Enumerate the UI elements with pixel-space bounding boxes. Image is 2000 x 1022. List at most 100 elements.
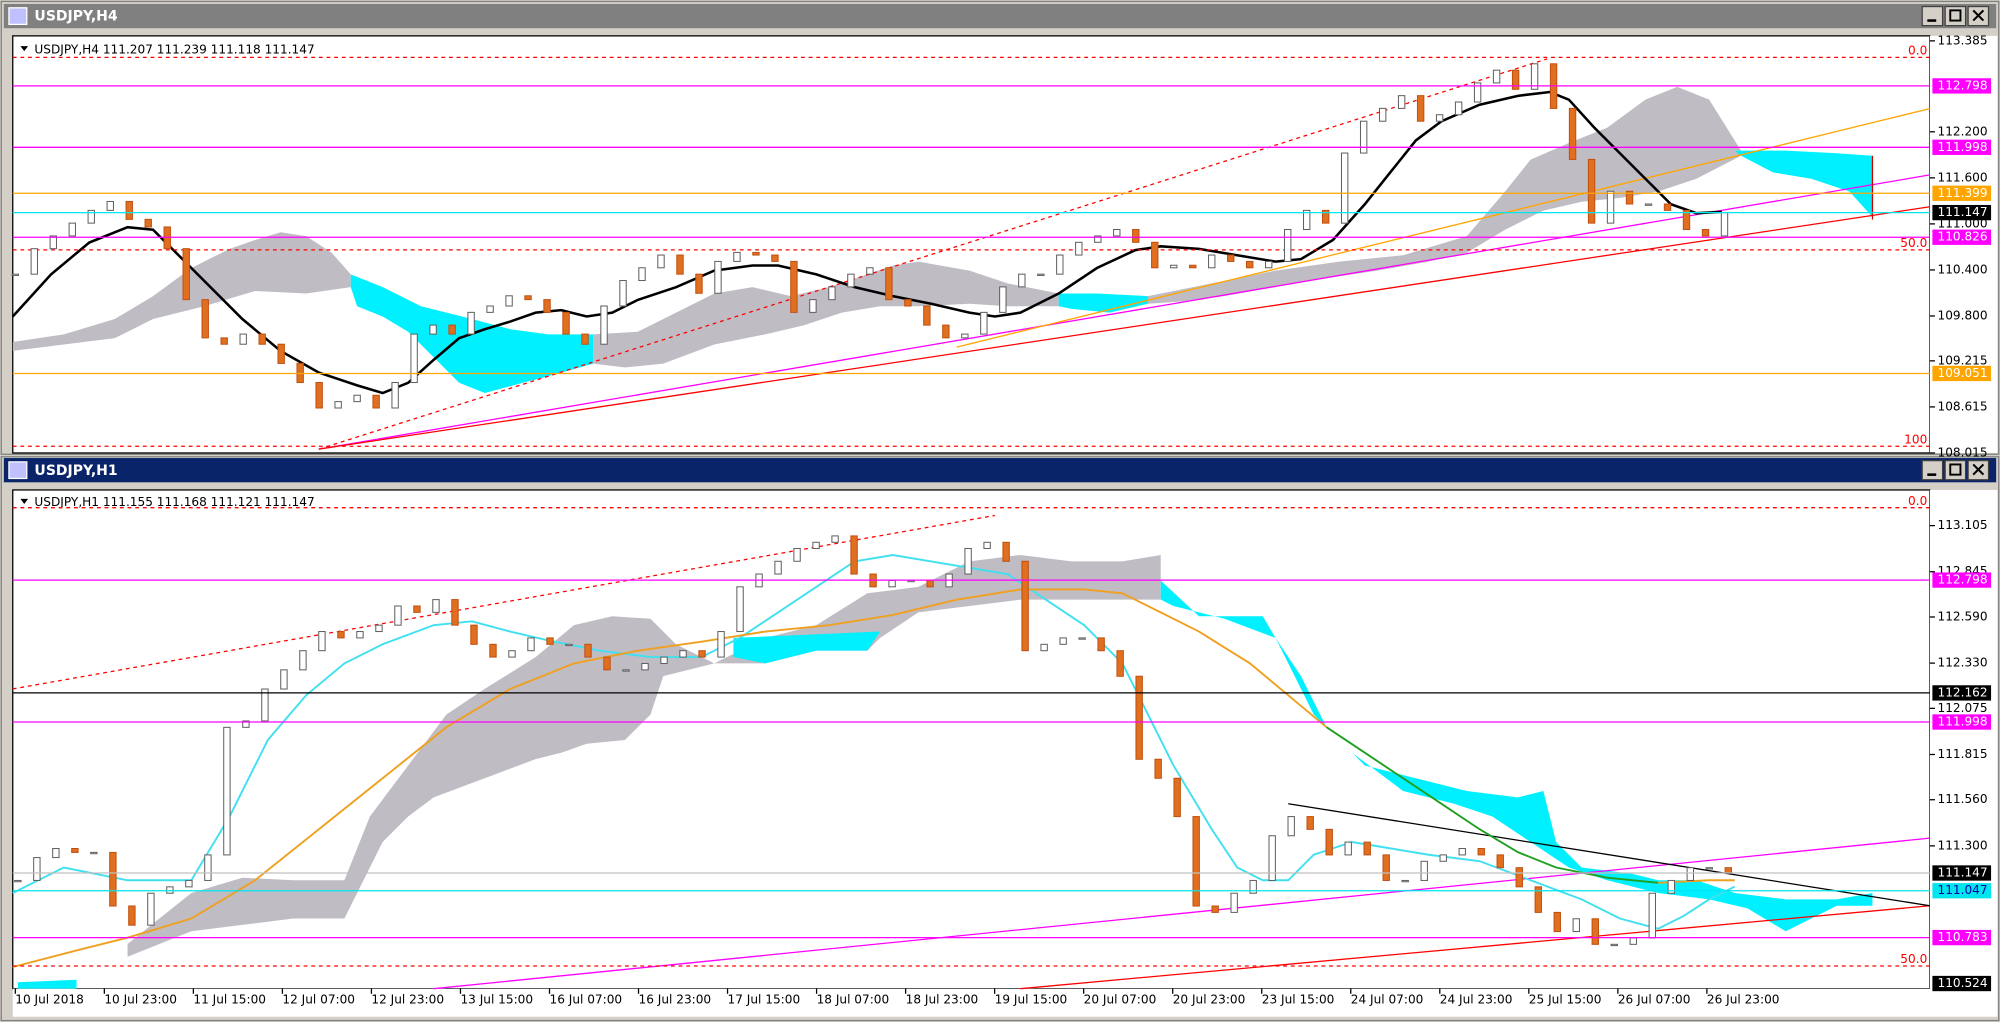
candle (52, 848, 60, 859)
candle (315, 382, 323, 409)
candle (280, 669, 288, 690)
candle (1606, 190, 1615, 224)
minimize-button[interactable] (1921, 5, 1944, 27)
time-label: 17 Jul 15:00 (728, 993, 801, 1007)
trend-line (433, 837, 1930, 990)
price-box-label: 111.998 (1938, 715, 1988, 729)
candle (467, 311, 475, 335)
candle (505, 295, 513, 307)
candle (1610, 943, 1618, 947)
candle (489, 643, 497, 658)
candle (1568, 107, 1577, 160)
candle (1230, 892, 1238, 913)
price-box (1932, 883, 1992, 899)
candle (204, 854, 212, 881)
candle (1173, 777, 1181, 818)
candle (128, 905, 136, 926)
candle (185, 879, 193, 888)
price-label: 112.330 (1938, 656, 1988, 670)
candle (1515, 867, 1523, 888)
trend-line (318, 58, 1548, 450)
candle (90, 851, 98, 855)
candle (1511, 69, 1520, 90)
price-box (1932, 78, 1992, 94)
trend-line (12, 514, 996, 690)
candle (182, 248, 190, 301)
candle (87, 209, 95, 224)
chart-area (12, 35, 1931, 454)
candle (413, 605, 421, 613)
time-label: 18 Jul 07:00 (817, 993, 890, 1007)
candle (1359, 120, 1368, 154)
ichimoku-cloud (17, 555, 1873, 989)
candle (1211, 905, 1219, 913)
candle (68, 222, 76, 237)
time-label: 24 Jul 23:00 (1440, 993, 1513, 1007)
candle (1287, 816, 1295, 837)
candle (372, 394, 380, 409)
candle (1644, 203, 1653, 206)
price-box-label: 112.798 (1938, 573, 1988, 587)
candle (1151, 241, 1159, 269)
candle (1040, 643, 1048, 652)
title-bar[interactable] (3, 3, 1997, 29)
candle (375, 624, 383, 633)
candle (983, 541, 991, 550)
candle (1135, 675, 1143, 760)
price-box-label: 111.147 (1938, 866, 1988, 880)
candle (1227, 254, 1235, 262)
title-bar[interactable] (3, 458, 1997, 483)
candle (1473, 82, 1482, 103)
candle (619, 280, 627, 307)
candle (717, 631, 725, 658)
candle (1701, 228, 1710, 237)
minimize-button[interactable] (1921, 459, 1944, 481)
candle (622, 669, 630, 672)
candle (942, 324, 950, 339)
candle (638, 267, 646, 282)
candle (603, 656, 611, 671)
candle (1420, 860, 1428, 881)
candle (106, 200, 114, 211)
candle (812, 541, 820, 550)
candle (1344, 841, 1352, 856)
candle (71, 848, 79, 853)
trend-line (1288, 803, 1930, 907)
candle (1397, 95, 1406, 109)
candle (1113, 228, 1121, 237)
window-icon (8, 461, 28, 480)
price-box-label: 112.162 (1938, 685, 1988, 699)
time-label: 19 Jul 15:00 (995, 993, 1068, 1007)
candle (1018, 273, 1026, 288)
candle (1306, 816, 1314, 830)
candle (239, 333, 247, 345)
candle (1572, 918, 1580, 933)
price-label: 112.200 (1938, 124, 1988, 138)
candle (147, 892, 155, 926)
candle (486, 305, 494, 313)
candle (679, 650, 687, 658)
cloud (12, 232, 351, 351)
candle (391, 382, 399, 409)
moving-average (11, 90, 1723, 395)
candle (964, 547, 972, 575)
fib-label: 0.0 (1908, 494, 1927, 508)
trend-lines (11, 58, 1930, 450)
time-label: 23 Jul 15:00 (1262, 993, 1335, 1007)
candle (999, 286, 1007, 313)
candle (1439, 854, 1447, 862)
candle (30, 248, 38, 275)
price-label: 113.385 (1938, 33, 1988, 47)
price-box (1932, 204, 1992, 221)
candle (600, 305, 608, 345)
price-box-label: 112.798 (1938, 78, 1988, 92)
candle (261, 688, 269, 722)
moving-average (1658, 879, 1735, 884)
price-label: 110.400 (1938, 262, 1988, 276)
candle (1002, 541, 1010, 562)
candle (1078, 637, 1086, 640)
time-label: 16 Jul 07:00 (549, 993, 622, 1007)
candle (565, 643, 573, 647)
